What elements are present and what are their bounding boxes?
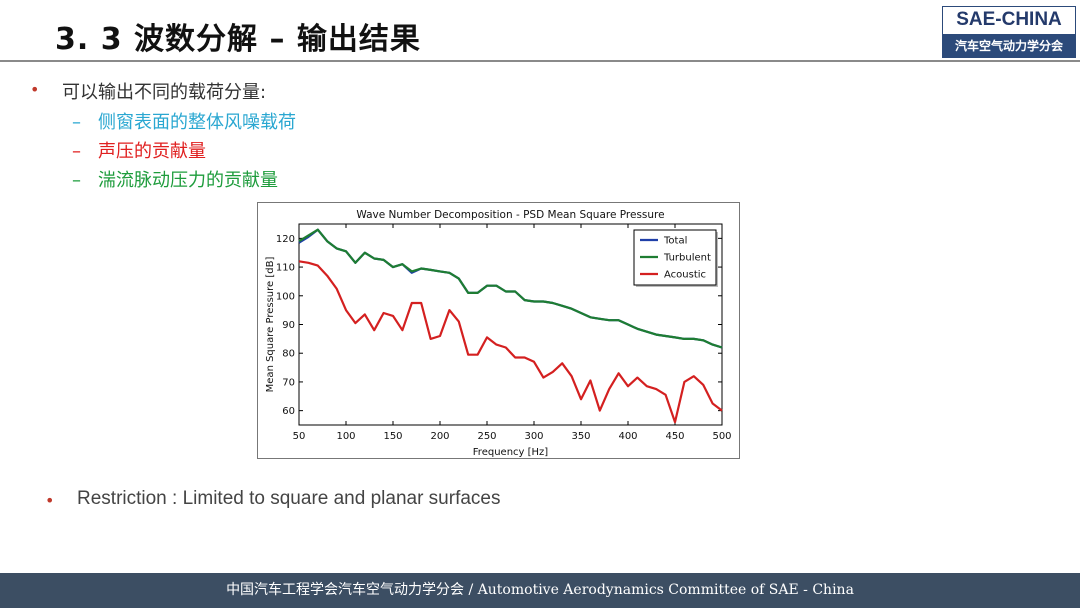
legend-label: Total (663, 236, 687, 247)
footer-bar: 中国汽车工程学会汽车空气动力学分会 / Automotive Aerodynam… (0, 573, 1080, 608)
sub-bullet-2: – 声压的贡献量 (72, 137, 206, 163)
y-axis-label: Mean Square Pressure [dB] (265, 257, 276, 393)
sub-bullet-3: – 湍流脉动压力的贡献量 (72, 166, 278, 192)
chart-legend: Total Turbulent Acoustic (633, 229, 718, 287)
legend-label: Turbulent (663, 253, 711, 264)
series-line-turbulent (298, 228, 723, 349)
x-tick-label: 200 (430, 431, 449, 442)
sub-bullet-dash: – (72, 170, 81, 191)
bullet-dot: • (30, 80, 40, 99)
y-tick-label: 80 (282, 349, 295, 360)
y-tick-label: 110 (276, 263, 295, 274)
bullet-intro: 可以输出不同的载荷分量: (62, 82, 267, 103)
legend-label: Acoustic (664, 270, 706, 281)
y-tick-label: 120 (276, 234, 295, 245)
logo-subtext: 汽车空气动力学分会 (943, 34, 1075, 58)
x-tick-label: 450 (665, 431, 684, 442)
series-line-acoustic (298, 260, 723, 424)
chart-title: Wave Number Decomposition - PSD Mean Squ… (356, 209, 664, 221)
sub-bullet-dash: – (72, 112, 81, 133)
x-tick-label: 300 (524, 431, 543, 442)
sub-bullet-1: – 侧窗表面的整体风噪载荷 (72, 108, 296, 134)
sub-bullet-3-text: 湍流脉动压力的贡献量 (98, 170, 278, 191)
restriction-text: Restriction : Limited to square and plan… (77, 488, 501, 509)
y-tick-label: 90 (282, 320, 295, 331)
title-divider (0, 60, 1080, 62)
sub-bullet-1-text: 侧窗表面的整体风噪载荷 (98, 112, 296, 133)
sae-china-logo: SAE-CHINA 汽车空气动力学分会 (942, 6, 1076, 58)
x-tick-label: 150 (383, 431, 402, 442)
y-tick-label: 60 (282, 406, 295, 417)
bullet-dot: • (45, 491, 55, 510)
x-tick-label: 250 (477, 431, 496, 442)
x-tick-label: 350 (571, 431, 590, 442)
psd-chart: Wave Number Decomposition - PSD Mean Squ… (257, 202, 740, 459)
x-tick-label: 500 (712, 431, 731, 442)
x-axis-label: Frequency [Hz] (473, 447, 549, 458)
x-tick-label: 400 (618, 431, 637, 442)
chart-svg: Wave Number Decomposition - PSD Mean Squ… (265, 209, 732, 458)
slide-title: 3. 3 波数分解 – 输出结果 (55, 22, 421, 57)
x-tick-label: 100 (336, 431, 355, 442)
sub-bullet-2-text: 声压的贡献量 (98, 141, 206, 162)
x-tick-label: 50 (293, 431, 306, 442)
logo-text: SAE-CHINA (956, 9, 1062, 30)
sub-bullet-dash: – (72, 141, 81, 162)
y-tick-label: 70 (282, 377, 295, 388)
y-tick-label: 100 (276, 291, 295, 302)
